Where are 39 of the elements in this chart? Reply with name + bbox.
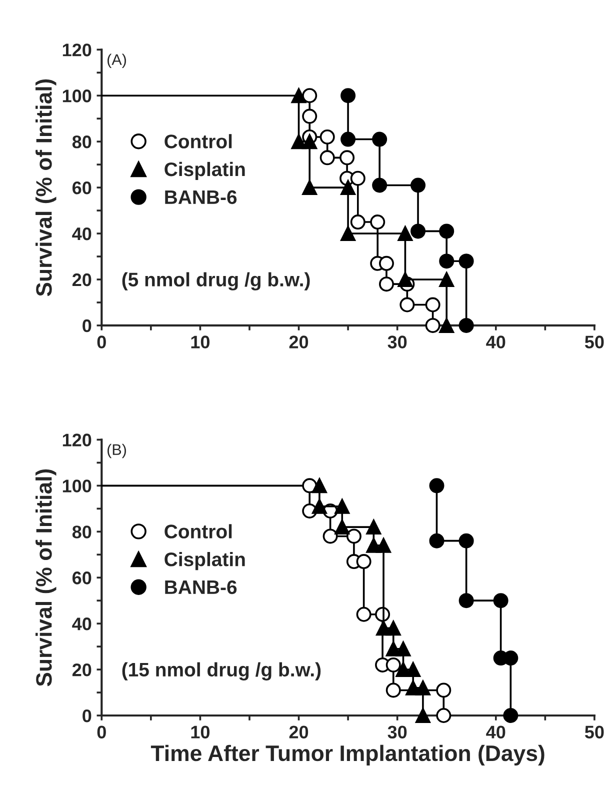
x-tick-label: 0: [97, 726, 106, 738]
y-axis-title: Survival (% of Initial): [36, 469, 56, 686]
legend-label: Control: [164, 524, 232, 538]
y-tick-label: 100: [62, 480, 92, 492]
x-tick-label: 20: [289, 336, 308, 348]
y-tick-label: 20: [72, 273, 92, 286]
y-tick-label: 120: [62, 44, 92, 56]
x-tick-label: 30: [388, 726, 407, 739]
x-tick-label: 50: [584, 726, 604, 738]
x-tick-label: 20: [289, 726, 308, 738]
y-tick-label: 40: [72, 618, 92, 630]
y-tick-label: 0: [82, 709, 92, 722]
x-tick-label: 40: [486, 726, 506, 738]
x-tick-label: 10: [191, 336, 210, 348]
x-tick-label: 40: [486, 336, 506, 348]
x-tick-label: 30: [388, 336, 407, 348]
x-tick-label: 10: [191, 726, 210, 738]
legend-label: BANB-6: [165, 580, 237, 594]
legend-label: Cisplatin: [164, 162, 245, 180]
x-axis-title: Time After Tumor Implantation (Days): [150, 744, 544, 766]
y-tick-label: 100: [62, 90, 92, 102]
legend-label: Cisplatin: [164, 552, 245, 570]
annotation: (B): [108, 444, 126, 458]
y-tick-label: 120: [62, 434, 92, 446]
x-tick-label: 50: [584, 336, 604, 348]
y-tick-label: 80: [72, 136, 92, 148]
y-axis-title: Survival (% of Initial): [36, 79, 56, 296]
x-tick-label: 0: [97, 336, 106, 348]
y-tick-label: 20: [72, 663, 92, 676]
y-tick-label: 0: [82, 319, 92, 332]
y-tick-label: 60: [72, 572, 92, 584]
y-tick-label: 40: [72, 227, 92, 240]
annotation: (5 nmol drug /g b.w.): [122, 272, 310, 290]
annotation: (15 nmol drug /g b.w.): [122, 662, 321, 680]
legend-label: BANB-6: [165, 190, 237, 204]
legend-label: Control: [164, 134, 232, 148]
annotation: (A): [108, 54, 126, 68]
y-tick-label: 80: [72, 526, 92, 538]
y-tick-label: 60: [72, 181, 92, 194]
